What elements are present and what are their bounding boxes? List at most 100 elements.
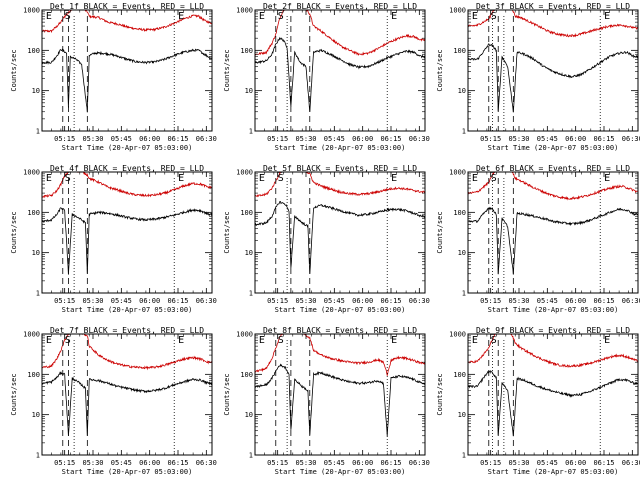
y-tick-label: 10 [32, 87, 40, 95]
x-tick-label: 05:45 [324, 297, 345, 305]
series-line-events [255, 36, 425, 112]
y-axis-label: Counts/sec [436, 211, 444, 253]
event-marker-label: E [472, 335, 478, 346]
plot-frame [41, 333, 213, 456]
x-tick-label: 05:30 [295, 135, 316, 143]
x-tick-label: 05:15 [480, 459, 501, 467]
chart-title: Det_3f BLACK = Events, RED = LLD [476, 2, 630, 11]
y-tick-label: 1 [249, 290, 253, 298]
y-axis-label: Counts/sec [10, 211, 18, 253]
x-tick-label: 06:15 [167, 135, 188, 143]
event-marker-label: E [178, 11, 184, 22]
chart-title: Det_8f BLACK = Events, RED = LLD [263, 326, 417, 335]
series-line-lld [42, 172, 212, 199]
event-marker-label: E [604, 173, 610, 184]
event-marker-label: E [259, 173, 265, 184]
event-marker-label: S [491, 11, 497, 22]
x-tick-label: 05:15 [54, 297, 75, 305]
x-tick-label: 06:30 [622, 135, 640, 143]
x-tick-label: 05:15 [267, 135, 288, 143]
y-tick-label: 100 [240, 371, 253, 379]
chart-traces [468, 10, 638, 113]
x-axis-label: Start Time (20-Apr-07 05:03:00) [62, 306, 193, 314]
x-tick-label: 06:00 [139, 297, 160, 305]
y-axis-label: Counts/sec [223, 373, 231, 415]
event-marker-label: E [391, 173, 397, 184]
x-tick-label: 06:00 [565, 459, 586, 467]
x-tick-label: 06:00 [139, 135, 160, 143]
y-tick-label: 10 [458, 249, 466, 257]
y-tick-label: 1 [36, 452, 40, 460]
event-marker-label: E [604, 335, 610, 346]
y-tick-label: 10 [32, 411, 40, 419]
x-tick-label: 06:00 [565, 297, 586, 305]
chart-title: Det_5f BLACK = Events, RED = LLD [263, 164, 417, 173]
x-tick-label: 06:30 [196, 135, 217, 143]
y-axis-label: Counts/sec [436, 373, 444, 415]
x-tick-label: 06:15 [380, 135, 401, 143]
y-tick-label: 1 [36, 128, 40, 136]
x-tick-label: 05:15 [54, 459, 75, 467]
event-marker-label: E [472, 173, 478, 184]
x-axis-label: Start Time (20-Apr-07 05:03:00) [488, 306, 619, 314]
x-tick-label: 06:30 [196, 459, 217, 467]
y-tick-label: 100 [240, 47, 253, 55]
event-marker-label: E [391, 335, 397, 346]
event-marker-label: E [472, 11, 478, 22]
x-axis-label: Start Time (20-Apr-07 05:03:00) [488, 144, 619, 152]
y-tick-label: 10 [458, 411, 466, 419]
x-tick-label: 05:30 [82, 297, 103, 305]
y-axis-label: Counts/sec [10, 373, 18, 415]
chart-title: Det_4f BLACK = Events, RED = LLD [50, 164, 204, 173]
y-tick-label: 100 [453, 371, 466, 379]
chart-title: Det_7f BLACK = Events, RED = LLD [50, 326, 204, 335]
chart-traces [255, 172, 425, 274]
chart-traces [42, 172, 212, 275]
x-tick-label: 06:30 [196, 297, 217, 305]
x-tick-label: 05:45 [324, 135, 345, 143]
x-tick-label: 06:15 [593, 297, 614, 305]
x-tick-label: 06:15 [593, 135, 614, 143]
y-tick-label: 10 [458, 87, 466, 95]
x-axis-label: Start Time (20-Apr-07 05:03:00) [275, 468, 406, 476]
x-tick-label: 05:45 [537, 135, 558, 143]
y-tick-label: 1000 [23, 7, 40, 15]
x-axis-label: Start Time (20-Apr-07 05:03:00) [488, 468, 619, 476]
event-marker-label: E [46, 11, 52, 22]
y-tick-label: 10 [32, 249, 40, 257]
y-tick-label: 100 [27, 47, 40, 55]
x-axis-label: Start Time (20-Apr-07 05:03:00) [62, 468, 193, 476]
series-line-lld [255, 334, 425, 377]
y-tick-label: 10 [245, 249, 253, 257]
x-axis-label: Start Time (20-Apr-07 05:03:00) [275, 144, 406, 152]
y-axis-label: Counts/sec [223, 211, 231, 253]
y-axis-label: Counts/sec [223, 49, 231, 91]
x-axis-label: Start Time (20-Apr-07 05:03:00) [275, 306, 406, 314]
x-tick-label: 05:30 [82, 135, 103, 143]
y-tick-label: 1000 [236, 169, 253, 177]
x-tick-label: 05:45 [537, 297, 558, 305]
event-marker-label: E [604, 11, 610, 22]
series-line-lld [42, 334, 212, 371]
event-marker-label: E [391, 11, 397, 22]
y-tick-label: 100 [453, 209, 466, 217]
event-marker-label: S [278, 335, 284, 346]
y-tick-label: 1000 [236, 331, 253, 339]
y-tick-label: 100 [27, 371, 40, 379]
plot-frame [41, 171, 213, 294]
y-tick-label: 1 [36, 290, 40, 298]
x-tick-label: 06:30 [622, 297, 640, 305]
y-tick-label: 1000 [449, 331, 466, 339]
x-tick-label: 05:30 [508, 135, 529, 143]
event-marker-label: S [65, 11, 71, 22]
plot-frame [467, 333, 639, 456]
y-tick-label: 1000 [23, 331, 40, 339]
plot-frame [467, 9, 639, 132]
series-line-lld [468, 10, 638, 38]
x-tick-label: 06:30 [409, 297, 430, 305]
y-tick-label: 10 [245, 87, 253, 95]
